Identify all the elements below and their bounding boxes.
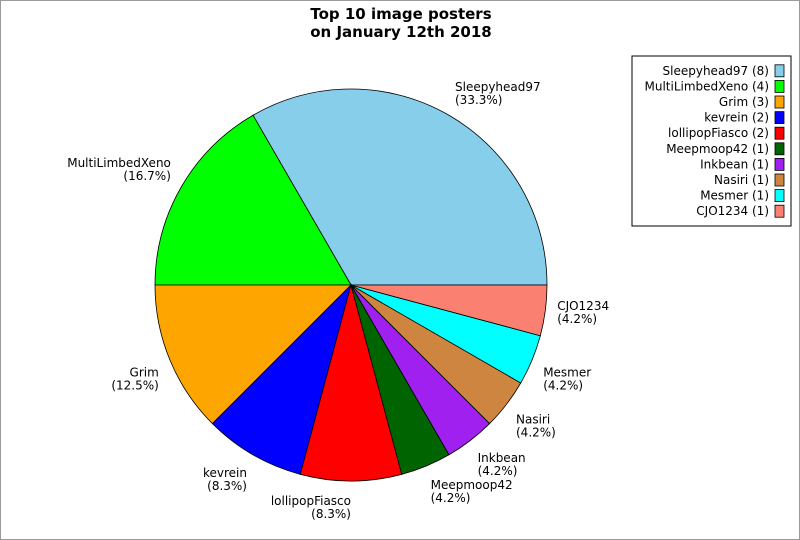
slice-label-meepmoop42: Meepmoop42 (4.2%) (431, 478, 513, 505)
legend-label-mesmer: Mesmer (1) (700, 189, 769, 203)
legend-swatch-multilimbedxeno (774, 80, 785, 93)
chart-title-line-1: Top 10 image posters (310, 5, 491, 23)
slice-label-multilimbedxeno: MultiLimbedXeno (16.7%) (67, 156, 171, 183)
slice-label-grim: Grim (12.5%) (111, 366, 158, 393)
legend-swatch-grim (774, 95, 785, 109)
pie-slice-kevrein (211, 283, 352, 475)
pie-slice-cjo1234 (350, 284, 548, 337)
legend-swatch-meepmoop42 (774, 142, 785, 156)
legend-label-multilimbedxeno: MultiLimbedXeno (4) (645, 79, 769, 93)
slice-label-nasiri: Nasiri (4.2%) (516, 413, 556, 440)
legend-label-kevrein: kevrein (2) (704, 111, 769, 125)
legend-label-sleepyhead97: Sleepyhead97 (8) (663, 64, 769, 78)
legend-swatch-sleepyhead97 (774, 64, 785, 78)
legend-label-grim: Grim (3) (719, 95, 769, 109)
legend-label-lollipopfiasco: lollipopFiasco (2) (668, 126, 769, 140)
legend-box (631, 55, 792, 227)
chart-title: Top 10 image posters on January 12th 201… (310, 5, 491, 41)
slice-label-kevrein: kevrein (8.3%) (203, 466, 247, 493)
legend-swatch-mesmer (774, 189, 785, 203)
legend: Sleepyhead97 (8)MultiLimbedXeno (4) Grim … (631, 55, 792, 227)
slice-labels: Sleepyhead97 (33.3%) MultiLimbedXeno (16.7%… (67, 80, 609, 521)
legend-swatch-inkbean (774, 157, 785, 171)
slice-label-inkbean: Inkbean (4.2%) (478, 451, 526, 478)
chart-title-line-2: on January 12th 2018 (310, 23, 491, 41)
slice-label-sleepyhead97: Sleepyhead97 (33.3%) (455, 80, 541, 107)
legend-swatch-lollipopfiasco (774, 126, 785, 140)
pie-slice-sleepyhead97 (252, 88, 548, 286)
slice-label-lollipopfiasco: lollipopFiasco (8.3%) (271, 494, 351, 521)
legend-label-cjo1234: CJO1234 (1) (696, 204, 769, 218)
slice-label-cjo1234: CJO1234 (4.2%) (557, 299, 609, 326)
pie-slice-lollipopfiasco (299, 283, 403, 482)
legend-label-meepmoop42: Meepmoop42 (1) (666, 142, 769, 156)
legend-swatch-nasiri (774, 173, 785, 187)
slice-label-mesmer: Mesmer (4.2%) (543, 366, 591, 393)
legend-label-inkbean: Inkbean (1) (700, 157, 769, 171)
pie-slice-multilimbedxeno (154, 114, 352, 286)
legend-swatch-cjo1234 (774, 204, 785, 218)
pie-slices (154, 88, 548, 482)
pie-slice-grim (154, 284, 352, 425)
legend-swatch-kevrein (774, 111, 785, 124)
legend-label-nasiri: Nasiri (1) (714, 173, 769, 187)
